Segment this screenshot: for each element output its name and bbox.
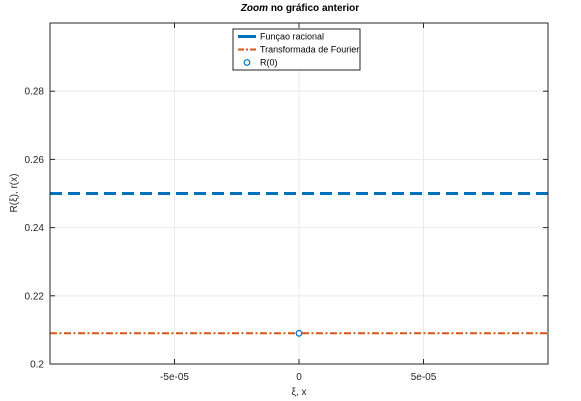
y-tick-label: 0.2 bbox=[30, 360, 44, 371]
x-tick-label: -5e-05 bbox=[160, 372, 189, 383]
y-tick-label: 0.24 bbox=[25, 223, 45, 234]
x-tick-label: 0 bbox=[296, 372, 302, 383]
legend-marker-r0 bbox=[243, 59, 251, 66]
chart-title-italic: Zoom bbox=[240, 3, 268, 14]
y-tick-label: 0.26 bbox=[25, 155, 45, 166]
y-tick-label: 0.28 bbox=[25, 87, 45, 98]
series-layer bbox=[50, 192, 548, 337]
chart-title: Zoom no gráfico anterior bbox=[240, 3, 359, 14]
ticks: -5e-05 0 5e-05 0.2 0.22 0.24 0.26 0.28 bbox=[25, 23, 548, 383]
x-tick-label: 5e-05 bbox=[411, 372, 437, 383]
legend: Funçao racional Transformada de Fourier … bbox=[232, 28, 361, 71]
y-axis-label: R(ξ), r(x) bbox=[9, 174, 20, 213]
y-tick-label: 0.22 bbox=[25, 291, 45, 302]
chart-title-rest: no gráfico anterior bbox=[268, 3, 359, 14]
series-2-point bbox=[295, 329, 303, 337]
legend-label-fourier: Transformada de Fourier bbox=[260, 45, 359, 55]
x-axis-label: ξ, x bbox=[291, 387, 306, 398]
legend-label-rational: Funçao racional bbox=[260, 32, 324, 42]
legend-label-r0: R(0) bbox=[260, 58, 278, 68]
grid bbox=[50, 23, 548, 364]
